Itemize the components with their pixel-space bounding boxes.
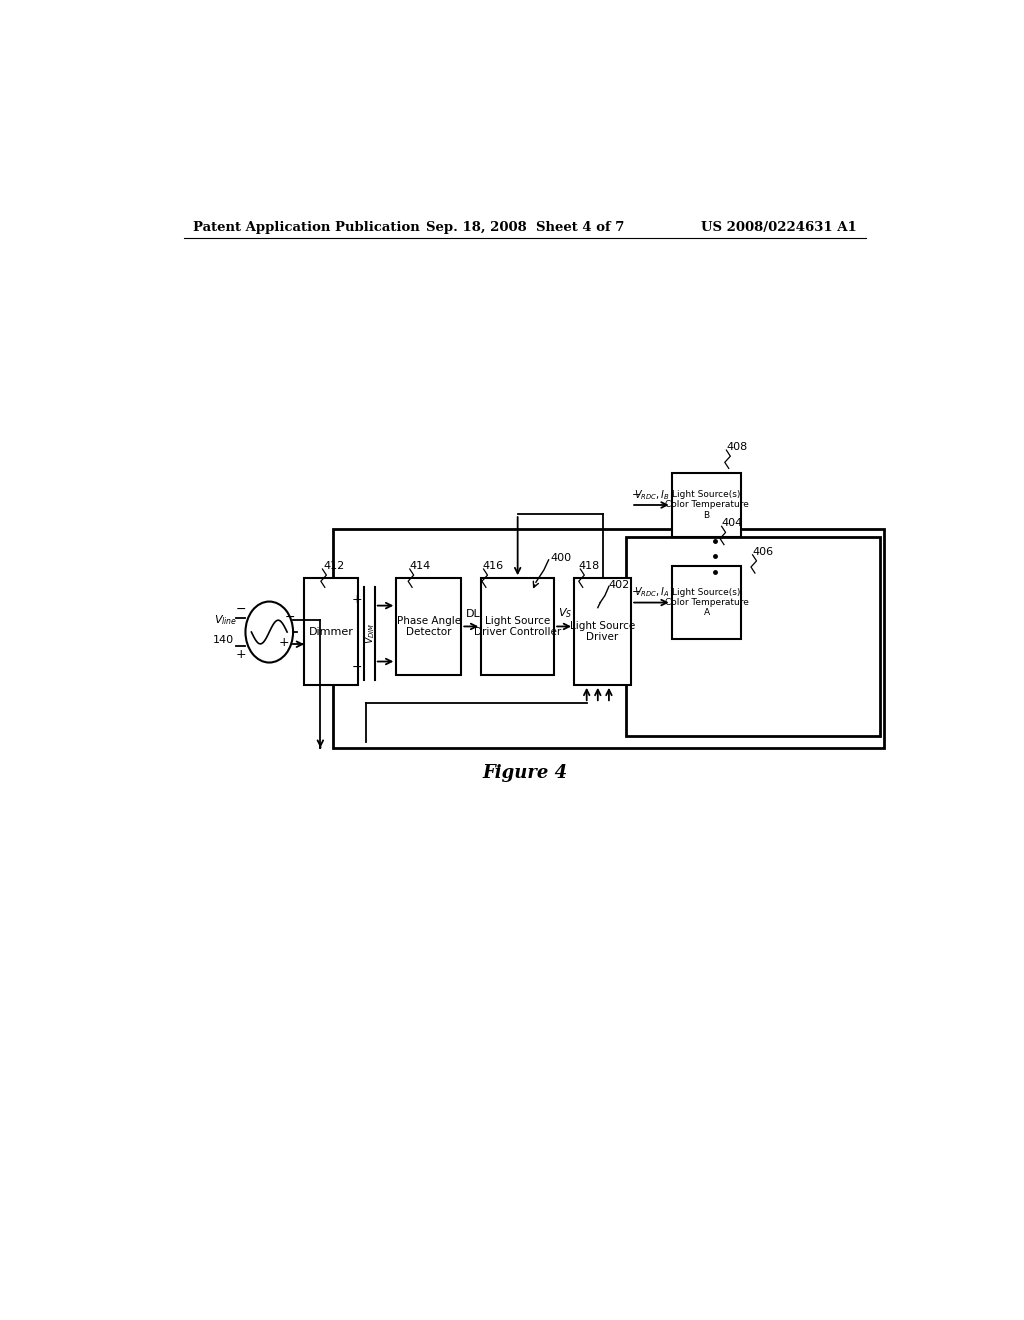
- Text: −: −: [632, 490, 641, 500]
- Text: +: +: [279, 636, 290, 648]
- Text: −: −: [285, 611, 295, 624]
- Text: $V_{RDC}, I_B$: $V_{RDC}, I_B$: [634, 488, 670, 502]
- Text: Light Source(s)
Color Temperature
B: Light Source(s) Color Temperature B: [665, 490, 749, 520]
- Text: 404: 404: [722, 519, 742, 528]
- Text: −: −: [632, 587, 641, 598]
- Text: $V_{line}$: $V_{line}$: [214, 612, 238, 627]
- Text: DL: DL: [466, 610, 481, 619]
- Bar: [627, 536, 881, 735]
- Text: −: −: [351, 661, 361, 675]
- Text: 140: 140: [212, 635, 233, 645]
- Bar: [333, 529, 885, 748]
- Text: 416: 416: [482, 561, 504, 572]
- Text: $V_S$: $V_S$: [558, 606, 572, 620]
- Text: $V_{DIM}$: $V_{DIM}$: [364, 623, 378, 644]
- Text: +: +: [236, 648, 246, 661]
- Text: Light Source
Driver Controller: Light Source Driver Controller: [474, 615, 561, 638]
- Bar: [481, 578, 554, 675]
- Text: 400: 400: [550, 553, 571, 562]
- Bar: [574, 578, 631, 685]
- Text: Light Source
Driver: Light Source Driver: [570, 620, 635, 643]
- Bar: [672, 566, 741, 639]
- Text: Figure 4: Figure 4: [482, 764, 567, 783]
- Text: US 2008/0224631 A1: US 2008/0224631 A1: [700, 222, 856, 235]
- Text: Sep. 18, 2008  Sheet 4 of 7: Sep. 18, 2008 Sheet 4 of 7: [426, 222, 624, 235]
- Bar: [672, 474, 741, 536]
- Text: 418: 418: [579, 561, 600, 572]
- Text: $V_{RDC}, I_A$: $V_{RDC}, I_A$: [634, 586, 670, 599]
- Bar: [304, 578, 358, 685]
- Text: 414: 414: [410, 561, 431, 572]
- Text: 408: 408: [726, 442, 748, 451]
- Text: Phase Angle
Detector: Phase Angle Detector: [396, 615, 461, 638]
- Text: Light Source(s)
Color Temperature
A: Light Source(s) Color Temperature A: [665, 587, 749, 618]
- Text: +: +: [351, 593, 361, 606]
- Text: 402: 402: [609, 581, 630, 590]
- Text: −: −: [236, 603, 246, 616]
- Text: 406: 406: [753, 546, 774, 557]
- Text: Dimmer: Dimmer: [308, 627, 353, 636]
- Bar: [396, 578, 461, 675]
- Text: Patent Application Publication: Patent Application Publication: [194, 222, 420, 235]
- Text: 412: 412: [324, 561, 344, 572]
